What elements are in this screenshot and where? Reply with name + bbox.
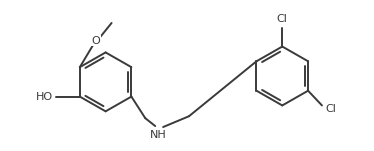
Text: NH: NH	[150, 130, 166, 140]
Text: O: O	[91, 36, 100, 46]
Text: Cl: Cl	[277, 14, 288, 24]
Text: HO: HO	[36, 92, 53, 102]
Text: Cl: Cl	[325, 104, 336, 114]
